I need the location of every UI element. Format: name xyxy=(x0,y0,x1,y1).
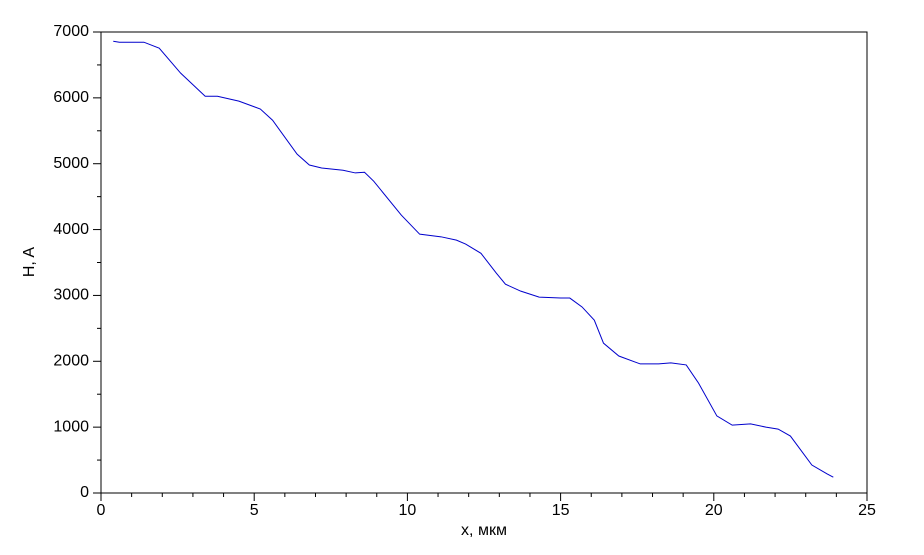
y-tick-label: 4000 xyxy=(53,221,89,238)
x-tick-label: 5 xyxy=(250,502,259,519)
x-tick-label: 25 xyxy=(858,502,876,519)
x-tick-label: 20 xyxy=(705,502,723,519)
y-tick-label: 7000 xyxy=(53,23,89,40)
x-axis-label: x, мкм xyxy=(461,522,507,539)
data-line xyxy=(113,40,834,478)
y-tick-label: 1000 xyxy=(53,418,89,435)
y-tick-label: 6000 xyxy=(53,89,89,106)
x-tick-label: 15 xyxy=(552,502,570,519)
x-tick-label: 0 xyxy=(97,502,106,519)
y-tick-label: 0 xyxy=(80,484,89,501)
y-tick-label: 3000 xyxy=(53,287,89,304)
y-axis-label: H, A xyxy=(21,247,38,278)
x-tick-label: 10 xyxy=(399,502,417,519)
y-tick-label: 5000 xyxy=(53,155,89,172)
y-tick-label: 2000 xyxy=(53,353,89,370)
